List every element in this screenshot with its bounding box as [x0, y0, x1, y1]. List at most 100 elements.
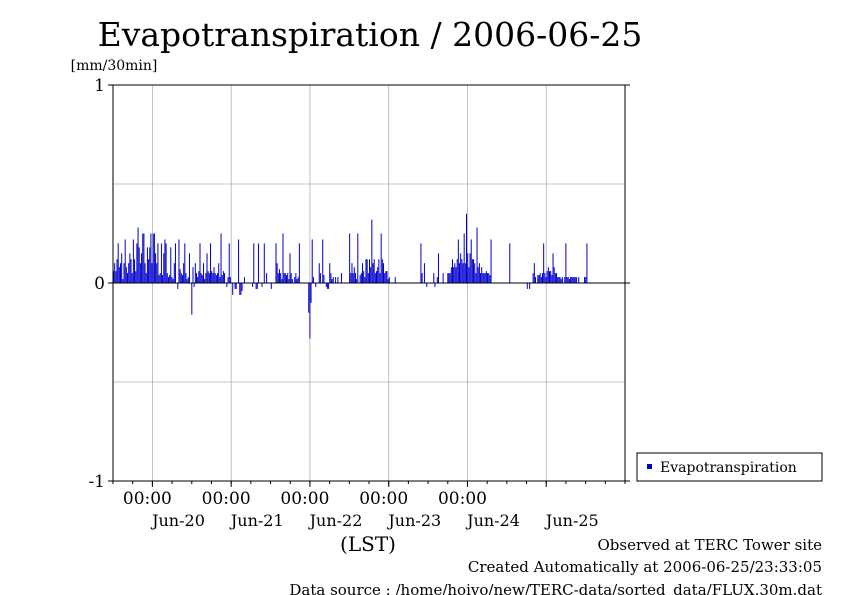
x-axis-time-labels: 00:00 00:00 00:00 00:00 00:00 — [123, 489, 487, 509]
bar — [337, 277, 339, 283]
bar — [238, 239, 240, 283]
bar — [370, 267, 372, 283]
bar — [128, 263, 130, 283]
bar — [164, 239, 166, 283]
bar — [171, 277, 173, 283]
bar — [374, 273, 376, 283]
bar — [372, 263, 374, 283]
x-date-label: Jun-24 — [465, 511, 520, 530]
bar — [544, 273, 546, 283]
bar — [448, 273, 450, 283]
bar — [534, 277, 536, 283]
bar — [280, 273, 282, 283]
bar — [145, 273, 147, 283]
bar — [365, 259, 367, 283]
bar — [257, 243, 259, 283]
bar — [222, 271, 224, 283]
bar — [566, 277, 568, 283]
legend: Evapotranspiration — [636, 452, 823, 482]
bar — [433, 273, 435, 283]
footer-source: Data source : /home/hoivo/new/TERC-data/… — [289, 581, 822, 595]
bar — [537, 275, 539, 283]
bar — [153, 233, 155, 283]
bar — [385, 271, 387, 283]
bar — [297, 277, 299, 283]
bar — [567, 277, 569, 283]
bar — [130, 259, 132, 283]
bar — [485, 271, 487, 283]
bar — [155, 253, 157, 283]
bar — [553, 267, 555, 283]
bar — [318, 263, 320, 283]
bar — [482, 273, 484, 283]
bar — [206, 253, 208, 283]
bar — [224, 273, 226, 283]
bar — [163, 253, 165, 283]
bar — [467, 253, 469, 283]
bar — [282, 233, 284, 283]
bar — [474, 263, 476, 283]
bar — [308, 283, 310, 313]
bar — [377, 267, 379, 283]
bar — [546, 271, 548, 283]
x-date-label: Jun-22 — [308, 511, 363, 530]
bar — [241, 283, 243, 291]
bar — [490, 239, 492, 283]
bar — [460, 253, 462, 283]
bar — [471, 259, 473, 283]
footer-observed: Observed at TERC Tower site — [597, 536, 822, 554]
bar — [192, 267, 194, 283]
bar — [156, 263, 158, 283]
bar — [142, 233, 144, 283]
bar — [436, 277, 438, 283]
bar — [376, 271, 378, 283]
bar — [256, 283, 258, 289]
bar — [488, 273, 490, 283]
bar — [469, 253, 471, 283]
bar — [215, 275, 217, 283]
bar — [586, 243, 588, 283]
bar — [561, 277, 563, 283]
bar — [196, 273, 197, 283]
bar — [185, 273, 187, 283]
bar — [478, 263, 480, 283]
x-time-label: 00:00 — [438, 489, 487, 509]
bar — [193, 283, 195, 287]
bar — [420, 243, 422, 283]
bar — [184, 243, 186, 283]
bar — [177, 283, 179, 289]
y-axis-ticks: 1 0 -1 — [88, 76, 630, 492]
bar — [456, 259, 458, 283]
bar — [543, 243, 545, 283]
bar — [539, 273, 541, 283]
bar — [310, 283, 312, 303]
bar — [573, 277, 575, 283]
bar — [152, 233, 154, 283]
bar — [559, 277, 561, 283]
bar — [263, 243, 265, 283]
bar — [560, 279, 562, 283]
bar — [332, 277, 334, 283]
bar — [294, 277, 296, 283]
bar — [141, 253, 143, 283]
bar — [359, 275, 361, 283]
bar — [551, 275, 553, 283]
bar — [270, 283, 272, 289]
bar — [118, 267, 120, 283]
bar — [283, 273, 285, 283]
bar — [149, 247, 151, 283]
bar — [188, 253, 190, 283]
bar — [211, 271, 213, 283]
bar — [281, 279, 283, 283]
bar — [437, 253, 439, 283]
bar — [277, 273, 279, 283]
bar — [125, 267, 127, 283]
bar — [319, 273, 321, 283]
bar — [312, 277, 314, 283]
bar — [564, 277, 566, 283]
bar — [383, 263, 385, 283]
bar — [162, 275, 164, 283]
bar — [462, 263, 464, 283]
bar — [426, 283, 428, 287]
bar — [464, 263, 466, 283]
